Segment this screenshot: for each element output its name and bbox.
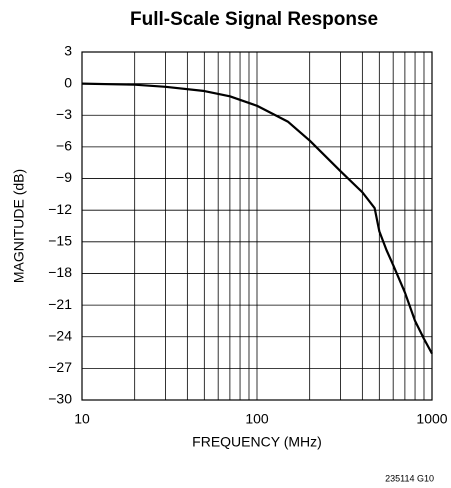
- y-tick-label: −3: [56, 106, 72, 122]
- y-axis-label: MAGNITUDE (dB): [11, 169, 27, 283]
- y-tick-label: −6: [56, 138, 72, 154]
- y-tick-label: −27: [48, 359, 72, 375]
- x-tick-label: 1000: [416, 411, 447, 427]
- x-axis-label: FREQUENCY (MHz): [192, 434, 322, 450]
- y-tick-label: −18: [48, 264, 72, 280]
- x-tick-label: 100: [245, 411, 269, 427]
- y-tick-label: −9: [56, 169, 72, 185]
- y-tick-label: 3: [64, 43, 72, 59]
- y-tick-label: −30: [48, 391, 72, 407]
- y-tick-label: −24: [48, 327, 72, 343]
- data-line: [81, 82, 433, 355]
- chart-title: Full-Scale Signal Response: [130, 9, 378, 30]
- y-tick-label: −15: [48, 233, 72, 249]
- y-tick-label: 0: [64, 74, 72, 90]
- y-tick-label: −21: [48, 296, 72, 312]
- y-tick-label: −12: [48, 201, 72, 217]
- x-tick-label: 10: [74, 411, 90, 427]
- figure-note: 235114 G10: [385, 473, 434, 483]
